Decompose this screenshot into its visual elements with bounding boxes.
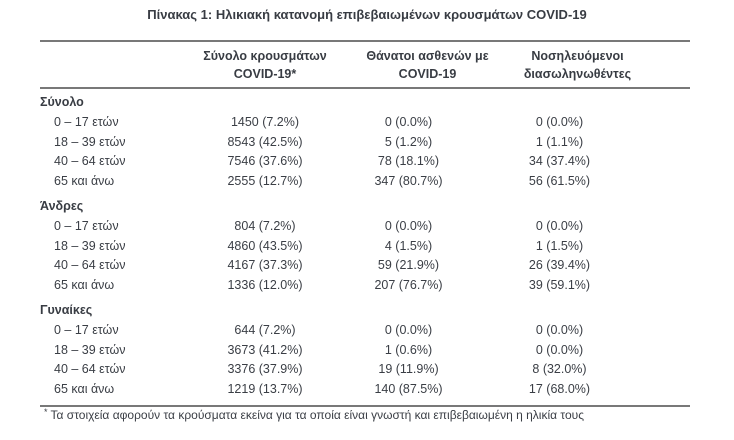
cases-value: 1336 (12.0%)	[227, 278, 303, 293]
col-header-deaths-line2: COVID-19	[398, 67, 457, 81]
table-row: 40 – 64 ετών 4167 (37.3%) 59 (21.9%) 26 …	[40, 256, 690, 276]
deaths-value: 347 (80.7%)	[374, 174, 443, 189]
age-group-label: 40 – 64 ετών	[54, 258, 126, 273]
table-row: 65 και άνω 2555 (12.7%) 347 (80.7%) 56 (…	[40, 172, 690, 192]
deaths-value: 4 (1.5%)	[384, 238, 433, 253]
intubated-value: 56 (61.5%)	[528, 174, 591, 189]
table-row: 40 – 64 ετών 7546 (37.6%) 78 (18.1%) 34 …	[40, 152, 690, 172]
age-group-label: 40 – 64 ετών	[54, 154, 126, 169]
section-men: Άνδρες 0 – 17 ετών 804 (7.2%) 0 (0.0%) 0…	[40, 197, 690, 296]
table-title: Πίνακας 1: Ηλικιακή κατανομή επιβεβαιωμέ…	[147, 7, 587, 22]
col-header-total-cases: Σύνολο κρουσμάτων COVID-19*	[180, 47, 350, 83]
deaths-value: 207 (76.7%)	[374, 278, 443, 293]
col-header-deaths-line1: Θάνατοι ασθενών με	[366, 49, 489, 63]
table-row: 65 και άνω 1219 (13.7%) 140 (87.5%) 17 (…	[40, 380, 690, 400]
age-group-label: 0 – 17 ετών	[54, 218, 119, 233]
age-group-label: 18 – 39 ετών	[54, 342, 126, 357]
intubated-value: 1 (1.1%)	[535, 134, 584, 149]
table-body: Σύνολο 0 – 17 ετών 1450 (7.2%) 0 (0.0%) …	[40, 89, 690, 407]
intubated-value: 0 (0.0%)	[535, 342, 584, 357]
cases-value: 3376 (37.9%)	[227, 362, 303, 377]
age-group-label: 65 και άνω	[54, 278, 115, 293]
col-header-intubated: Νοσηλευόμενοι διασωληνωθέντες	[495, 47, 690, 83]
age-group-label: 65 και άνω	[54, 382, 115, 397]
deaths-value: 1 (0.6%)	[384, 342, 433, 357]
deaths-value: 0 (0.0%)	[384, 322, 433, 337]
cases-value: 4167 (37.3%)	[227, 258, 303, 273]
table-header-row: Σύνολο κρουσμάτων COVID-19* Θάνατοι ασθε…	[40, 42, 690, 89]
cases-value: 4860 (43.5%)	[227, 238, 303, 253]
cases-value: 3673 (41.2%)	[227, 342, 303, 357]
section-label-women: Γυναίκες	[40, 302, 93, 317]
age-group-label: 0 – 17 ετών	[54, 114, 119, 129]
footnote-asterisk: *	[44, 407, 48, 417]
cases-value: 804 (7.2%)	[234, 218, 296, 233]
col-header-total-cases-line2: COVID-19*	[233, 67, 297, 81]
section-label-total: Σύνολο	[40, 95, 84, 109]
deaths-value: 0 (0.0%)	[384, 218, 433, 233]
intubated-value: 0 (0.0%)	[535, 218, 584, 233]
intubated-value: 26 (39.4%)	[528, 258, 591, 273]
covid-age-distribution-table: Σύνολο κρουσμάτων COVID-19* Θάνατοι ασθε…	[40, 40, 690, 407]
cases-value: 8543 (42.5%)	[227, 134, 303, 149]
intubated-value: 8 (32.0%)	[532, 362, 587, 377]
cases-value: 1450 (7.2%)	[230, 114, 300, 129]
col-header-total-cases-line1: Σύνολο κρουσμάτων	[203, 49, 327, 63]
col-header-intubated-line1: Νοσηλευόμενοι	[531, 49, 624, 63]
cases-value: 644 (7.2%)	[234, 322, 296, 337]
section-label-men: Άνδρες	[40, 198, 84, 213]
col-header-deaths: Θάνατοι ασθενών με COVID-19	[350, 47, 495, 83]
table-row: 65 και άνω 1336 (12.0%) 207 (76.7%) 39 (…	[40, 276, 690, 296]
table-row: 0 – 17 ετών 1450 (7.2%) 0 (0.0%) 0 (0.0%…	[40, 113, 690, 133]
intubated-value: 17 (68.0%)	[528, 382, 591, 397]
section-women: Γυναίκες 0 – 17 ετών 644 (7.2%) 0 (0.0%)…	[40, 301, 690, 400]
age-group-label: 40 – 64 ετών	[54, 362, 126, 377]
deaths-value: 140 (87.5%)	[374, 382, 443, 397]
age-group-label: 18 – 39 ετών	[54, 238, 126, 253]
table-row: 18 – 39 ετών 4860 (43.5%) 4 (1.5%) 1 (1.…	[40, 237, 690, 257]
intubated-value: 0 (0.0%)	[535, 114, 584, 129]
table-row: 18 – 39 ετών 3673 (41.2%) 1 (0.6%) 0 (0.…	[40, 341, 690, 361]
intubated-value: 1 (1.5%)	[535, 238, 584, 253]
footnote-text: Τα στοιχεία αφορούν τα κρούσματα εκείνα …	[50, 408, 584, 422]
intubated-value: 34 (37.4%)	[528, 154, 591, 169]
section-total: Σύνολο 0 – 17 ετών 1450 (7.2%) 0 (0.0%) …	[40, 93, 690, 192]
deaths-value: 59 (21.9%)	[377, 258, 440, 273]
table-row: 40 – 64 ετών 3376 (37.9%) 19 (11.9%) 8 (…	[40, 360, 690, 380]
table-row: 0 – 17 ετών 644 (7.2%) 0 (0.0%) 0 (0.0%)	[40, 321, 690, 341]
cases-value: 1219 (13.7%)	[227, 382, 303, 397]
age-group-label: 65 και άνω	[54, 174, 115, 189]
deaths-value: 0 (0.0%)	[384, 114, 433, 129]
col-header-intubated-line2: διασωληνωθέντες	[523, 67, 632, 81]
footnote: * Τα στοιχεία αφορούν τα κρούσματα εκείνα…	[44, 407, 694, 423]
age-group-label: 18 – 39 ετών	[54, 134, 126, 149]
deaths-value: 78 (18.1%)	[377, 154, 440, 169]
age-group-label: 0 – 17 ετών	[54, 322, 119, 337]
deaths-value: 5 (1.2%)	[384, 134, 433, 149]
cases-value: 2555 (12.7%)	[227, 174, 303, 189]
col-header-empty	[40, 47, 180, 83]
table-row: 0 – 17 ετών 804 (7.2%) 0 (0.0%) 0 (0.0%)	[40, 217, 690, 237]
cases-value: 7546 (37.6%)	[227, 154, 303, 169]
intubated-value: 0 (0.0%)	[535, 322, 584, 337]
table-row: 18 – 39 ετών 8543 (42.5%) 5 (1.2%) 1 (1.…	[40, 133, 690, 153]
intubated-value: 39 (59.1%)	[528, 278, 591, 293]
deaths-value: 19 (11.9%)	[378, 362, 439, 377]
